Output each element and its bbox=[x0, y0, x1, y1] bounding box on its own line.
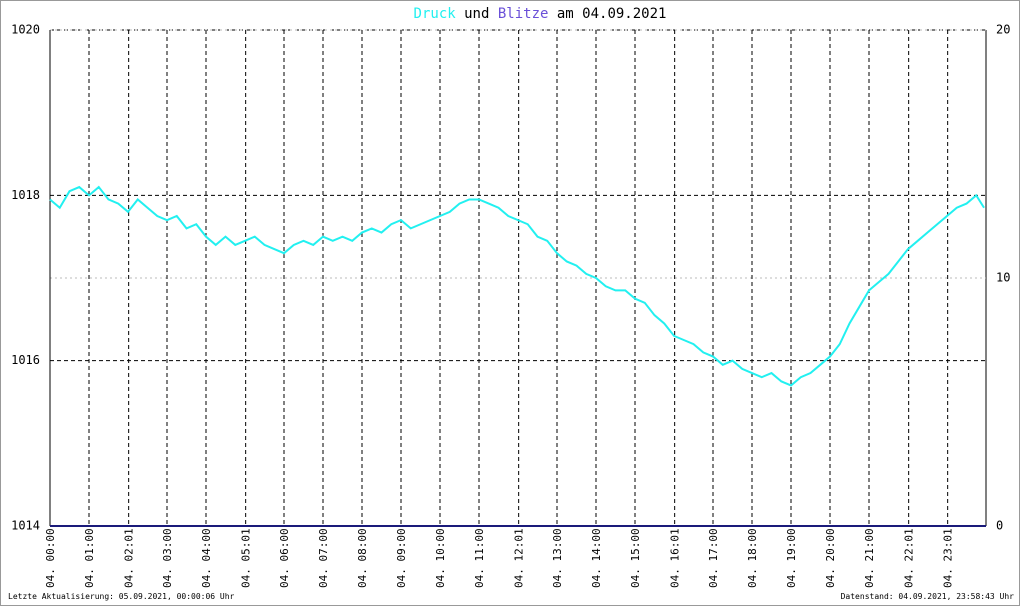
x-tick-label: 04. 17:00 bbox=[707, 528, 720, 588]
x-tick-label: 04. 04:00 bbox=[200, 528, 213, 588]
footer-left: Letzte Aktualisierung: 05.09.2021, 00:00… bbox=[8, 592, 235, 601]
x-tick-label: 04. 03:00 bbox=[161, 528, 174, 588]
x-tick-label: 04. 07:00 bbox=[317, 528, 330, 588]
x-tick-label: 04. 11:00 bbox=[473, 528, 486, 588]
title-druck: Druck bbox=[414, 6, 457, 22]
y2-tick-label: 20 bbox=[996, 23, 1010, 37]
x-tick-label: 04. 05:01 bbox=[240, 528, 253, 588]
footer-right: Datenstand: 04.09.2021, 23:58:43 Uhr bbox=[841, 592, 1015, 601]
title-date: am 04.09.2021 bbox=[557, 6, 667, 22]
y-tick-label: 1018 bbox=[11, 188, 40, 202]
y-tick-label: 1016 bbox=[11, 353, 40, 367]
x-tick-label: 04. 12:01 bbox=[513, 528, 526, 588]
x-tick-label: 04. 21:00 bbox=[863, 528, 876, 588]
chart-title: Druck und Blitze am 04.09.2021 bbox=[414, 6, 667, 22]
x-tick-label: 04. 18:00 bbox=[746, 528, 759, 588]
x-tick-label: 04. 13:00 bbox=[551, 528, 564, 588]
x-tick-label: 04. 19:00 bbox=[785, 528, 798, 588]
x-tick-label: 04. 15:00 bbox=[629, 528, 642, 588]
title-blitze: Blitze bbox=[498, 6, 549, 22]
x-tick-label: 04. 02:01 bbox=[123, 528, 136, 588]
x-tick-label: 04. 06:00 bbox=[278, 528, 291, 588]
x-tick-label: 04. 16:01 bbox=[669, 528, 682, 588]
x-tick-label: 04. 14:00 bbox=[590, 528, 603, 588]
x-tick-label: 04. 08:00 bbox=[356, 528, 369, 588]
y-tick-label: 1020 bbox=[11, 23, 40, 37]
x-tick-label: 04. 00:00 bbox=[44, 528, 57, 588]
x-tick-label: 04. 01:00 bbox=[83, 528, 96, 588]
x-tick-label: 04. 23:01 bbox=[942, 528, 955, 588]
title-und: und bbox=[464, 6, 489, 22]
y2-tick-label: 0 bbox=[996, 519, 1003, 533]
x-tick-label: 04. 09:00 bbox=[395, 528, 408, 588]
x-tick-label: 04. 20:00 bbox=[824, 528, 837, 588]
x-tick-label: 04. 22:01 bbox=[903, 528, 916, 588]
y-tick-label: 1014 bbox=[11, 519, 40, 533]
x-tick-label: 04. 10:00 bbox=[434, 528, 447, 588]
series-line bbox=[49, 185, 985, 387]
y2-tick-label: 10 bbox=[996, 271, 1010, 285]
